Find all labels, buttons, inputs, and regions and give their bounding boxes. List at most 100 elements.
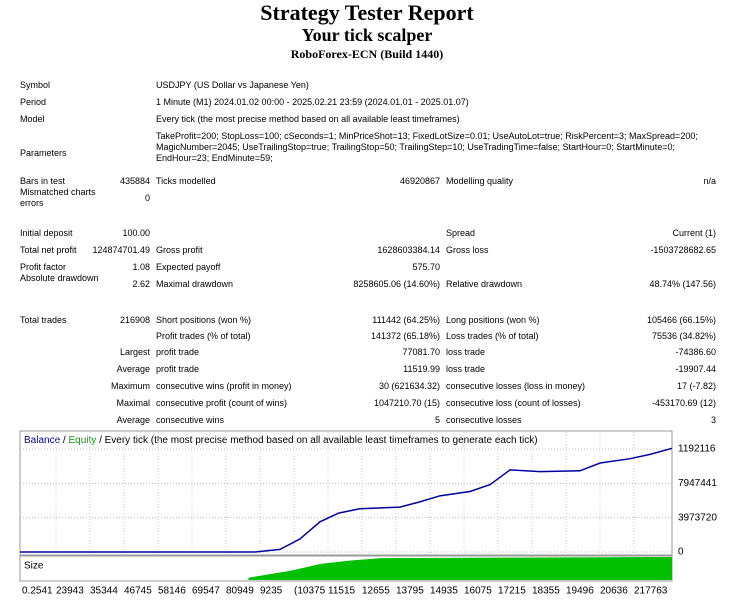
x-tick-label: 35344 <box>90 586 118 597</box>
stat-value: 216908 <box>119 315 150 325</box>
stat-value: Current (1) <box>672 228 716 238</box>
x-tick-label: 16075 <box>464 586 492 597</box>
broker: RoboForex-ECN (Build 1440) <box>290 47 444 61</box>
stat-label: Total trades <box>20 315 67 325</box>
x-tick-label: 217763 <box>634 586 668 597</box>
stat-value: 111442 (64.25%) <box>372 315 440 325</box>
stat-label: consecutive loss (count of losses) <box>446 398 581 408</box>
x-tick-label: 23943 <box>56 586 84 597</box>
row-label: Symbol <box>20 80 51 90</box>
stat-value: Average <box>116 415 150 425</box>
x-tick-label: 19496 <box>566 586 594 597</box>
row-value: TakeProfit=200; StopLoss=100; cSeconds=1… <box>156 131 698 141</box>
stat-value: -1503728682.65 <box>650 245 716 255</box>
stat-value: 30 (621634.32) <box>378 381 440 391</box>
stat-label: loss trade <box>446 347 486 357</box>
stat-label: Modelling quality <box>446 176 514 186</box>
stat-value: 575.70 <box>412 262 440 272</box>
stat-value: 17 (-7.82) <box>676 381 716 391</box>
stat-value: 48.74% (147.56) <box>649 279 716 289</box>
stat-label: Absolute drawdown <box>20 273 99 283</box>
x-tick-label: 80949 <box>226 586 254 597</box>
stat-value: 11519.99 <box>403 364 440 374</box>
stat-value: 1047210.70 (15) <box>373 398 440 408</box>
x-tick-label: 12655 <box>362 586 390 597</box>
x-tick-label: 69547 <box>192 586 220 597</box>
stat-value: Maximal <box>116 398 150 408</box>
stat-value: 105466 (66.15%) <box>646 315 716 325</box>
stat-label: Gross loss <box>446 245 489 255</box>
stat-label: loss trade <box>446 364 486 374</box>
stat-label: Bars in test <box>20 176 66 186</box>
stat-label: Short positions (won %) <box>156 315 252 325</box>
stat-label: consecutive losses (loss in money) <box>446 381 586 391</box>
stat-value: 3 <box>710 415 716 425</box>
chart-legend: Balance / Equity / Every tick (the most … <box>24 435 538 446</box>
stat-value: 141372 (65.18%) <box>370 331 440 341</box>
x-tick-label: 0.2541 <box>22 586 53 597</box>
stat-label: profit trade <box>156 364 200 374</box>
stat-label: Spread <box>446 228 476 238</box>
separator: / <box>99 435 102 446</box>
stat-label: Relative drawdown <box>446 279 523 289</box>
legend-balance: Balance <box>24 435 61 446</box>
stat-label: Profit factor <box>20 262 67 272</box>
stat-label: Expected payoff <box>156 262 221 272</box>
x-tick-label: 20636 <box>600 586 628 597</box>
stat-label: profit trade <box>156 347 200 357</box>
stat-value: 0 <box>144 193 150 203</box>
stat-value: 1.08 <box>132 262 150 272</box>
row-label: Period <box>20 97 47 107</box>
x-tick-label: 17215 <box>498 586 526 597</box>
stat-value: 77081.70 <box>402 347 440 357</box>
row-label: Parameters <box>20 148 67 158</box>
row-value: 1 Minute (M1) 2024.01.02 00:00 - 2025.02… <box>156 97 469 107</box>
stat-label: Maximal drawdown <box>156 279 234 289</box>
row-value: USDJPY (US Dollar vs Japanese Yen) <box>156 80 309 90</box>
row-value: Every tick (the most precise method base… <box>156 114 460 124</box>
y-tick-label: 1192116 <box>678 444 716 455</box>
stat-value: Maximum <box>110 381 150 391</box>
report-title: Strategy Tester Report <box>260 0 474 25</box>
stat-label: Total net profit <box>20 245 77 255</box>
stat-label: Loss trades (% of total) <box>446 331 539 341</box>
legend-equity: Equity <box>68 435 96 446</box>
stat-value: 124874701.49 <box>92 245 150 255</box>
stat-label: Mismatched charts errors <box>20 187 96 208</box>
x-tick-label: 14935 <box>430 586 458 597</box>
stat-value: 8258605.06 (14.60%) <box>353 279 440 289</box>
stat-value: Largest <box>119 347 150 357</box>
row-label: Model <box>20 114 45 124</box>
x-tick-label: 18355 <box>532 586 560 597</box>
size-area <box>20 557 672 580</box>
stat-value: 75536 (34.82%) <box>651 331 716 341</box>
chart-subtitle: Every tick (the most precise method base… <box>105 435 538 446</box>
stat-label: Ticks modelled <box>156 176 216 186</box>
balance-line <box>20 447 673 553</box>
stat-label: Initial deposit <box>20 228 73 238</box>
stat-value: 1628603384.14 <box>377 245 440 255</box>
stat-label: Profit trades (% of total) <box>156 331 251 341</box>
y-tick-label: 7947441 <box>678 478 717 489</box>
x-tick-label: (10375 <box>294 586 326 597</box>
x-tick-label: 46745 <box>124 586 152 597</box>
stat-value: -19907.44 <box>675 364 716 374</box>
stat-label: Long positions (won %) <box>446 315 540 325</box>
stat-label: consecutive profit (count of wins) <box>156 398 288 408</box>
x-tick-label: 11515 <box>328 586 356 597</box>
report-subtitle: Your tick scalper <box>301 25 433 45</box>
separator: / <box>63 435 66 446</box>
y-tick-label: 0 <box>678 547 684 558</box>
stat-value: Average <box>116 364 150 374</box>
stat-value: -74386.60 <box>675 347 716 357</box>
stat-label: Gross profit <box>156 245 203 255</box>
stat-value: 100.00 <box>122 228 150 238</box>
x-tick-label: 13795 <box>396 586 424 597</box>
stat-label: consecutive wins <box>156 415 225 425</box>
stat-value: -453170.69 (12) <box>651 398 716 408</box>
row-value: MagicNumber=2045; UseTrailingStop=true; … <box>156 142 676 152</box>
x-tick-label: 9235 <box>260 586 283 597</box>
stat-value: 435884 <box>119 176 150 186</box>
